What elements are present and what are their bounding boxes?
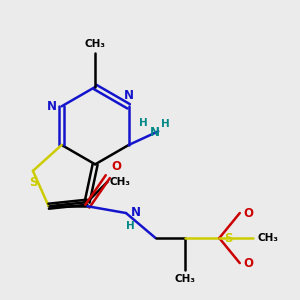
- Text: O: O: [243, 206, 254, 220]
- Text: CH₃: CH₃: [258, 233, 279, 243]
- Text: N: N: [150, 126, 160, 139]
- Text: CH₃: CH₃: [110, 177, 131, 187]
- Text: H: H: [160, 119, 169, 129]
- Text: S: S: [29, 176, 37, 189]
- Text: N: N: [130, 206, 141, 219]
- Text: CH₃: CH₃: [175, 274, 196, 284]
- Text: N: N: [47, 100, 57, 113]
- Text: CH₃: CH₃: [85, 39, 106, 49]
- Text: N: N: [124, 89, 134, 102]
- Text: O: O: [111, 160, 122, 173]
- Text: H: H: [126, 221, 135, 231]
- Text: H: H: [140, 118, 148, 128]
- Text: O: O: [243, 256, 254, 270]
- Text: S: S: [224, 232, 233, 244]
